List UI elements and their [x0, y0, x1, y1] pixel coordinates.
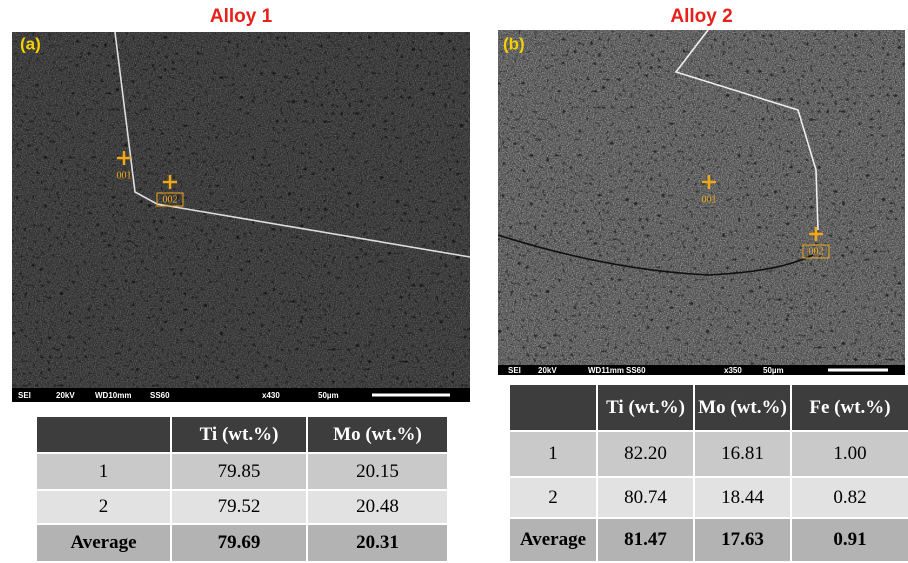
point-label: 002: [809, 246, 824, 257]
info-text: x430: [262, 391, 280, 400]
panel-label: (a): [20, 34, 41, 53]
table-cell: Average: [36, 524, 171, 562]
panel-title: Alloy 1: [12, 6, 470, 28]
table-cell: 20.31: [307, 524, 448, 562]
table-cell: 2: [36, 490, 171, 524]
table-cell: 17.63: [694, 518, 791, 562]
info-text: 20kV: [56, 391, 75, 400]
table-cell: 16.81: [694, 431, 791, 477]
point-label: 001: [702, 194, 717, 205]
table-cell: 0.91: [791, 518, 908, 562]
header-cell: Ti (wt.%): [171, 416, 307, 453]
info-text: WD11mm: [588, 366, 624, 375]
info-text: SEI: [508, 366, 521, 375]
table-cell: 18.44: [694, 477, 791, 518]
info-text: SS60: [626, 366, 646, 375]
point-label: 001: [117, 170, 132, 181]
header-cell: [36, 416, 171, 453]
table-cell: 80.74: [597, 477, 694, 518]
page: Alloy 1 (a) 001 002 SEI 20kV WD10mm SS60 x430 50µ…: [0, 0, 908, 561]
table-cell: 82.20: [597, 431, 694, 477]
panel-title: Alloy 2: [498, 6, 905, 28]
header-row: Ti (wt.%)Mo (wt.%): [36, 416, 448, 453]
image-pits: [12, 32, 470, 388]
info-text: 50µm: [318, 391, 339, 400]
table-cell: 79.52: [171, 490, 307, 524]
header-cell: Ti (wt.%): [597, 384, 694, 431]
info-text: SS60: [150, 391, 170, 400]
panel-label: (b): [503, 34, 525, 53]
table-cell: 79.69: [171, 524, 307, 562]
info-text: 20kV: [538, 366, 557, 375]
info-text: WD10mm: [95, 391, 131, 400]
sem-image: (a) 001 002 SEI 20kV WD10mm SS60 x430 50µm: [12, 32, 470, 402]
info-text: 50µm: [763, 366, 784, 375]
point-label: 002: [163, 194, 178, 205]
header-cell: Fe (wt.%): [791, 384, 908, 431]
header-cell: Mo (wt.%): [307, 416, 448, 453]
info-text: x350: [724, 366, 742, 375]
header-row: Ti (wt.%)Mo (wt.%)Fe (wt.%): [509, 384, 908, 431]
table-cell: 1.00: [791, 431, 908, 477]
table-cell: Average: [509, 518, 597, 562]
header-cell: Mo (wt.%): [694, 384, 791, 431]
table-cell: 20.48: [307, 490, 448, 524]
table-cell: 79.85: [171, 453, 307, 490]
table-cell: 81.47: [597, 518, 694, 562]
table-cell: 0.82: [791, 477, 908, 518]
info-text: SEI: [18, 391, 31, 400]
header-cell: [509, 384, 597, 431]
table-cell: 2: [509, 477, 597, 518]
table-cell: 20.15: [307, 453, 448, 490]
table-cell: 1: [36, 453, 171, 490]
table-cell: 1: [509, 431, 597, 477]
